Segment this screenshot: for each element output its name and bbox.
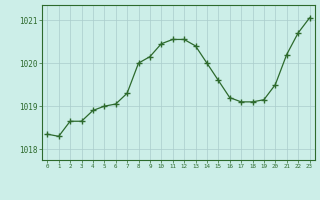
Text: Graphe pression niveau de la mer (hPa): Graphe pression niveau de la mer (hPa) bbox=[48, 185, 272, 195]
